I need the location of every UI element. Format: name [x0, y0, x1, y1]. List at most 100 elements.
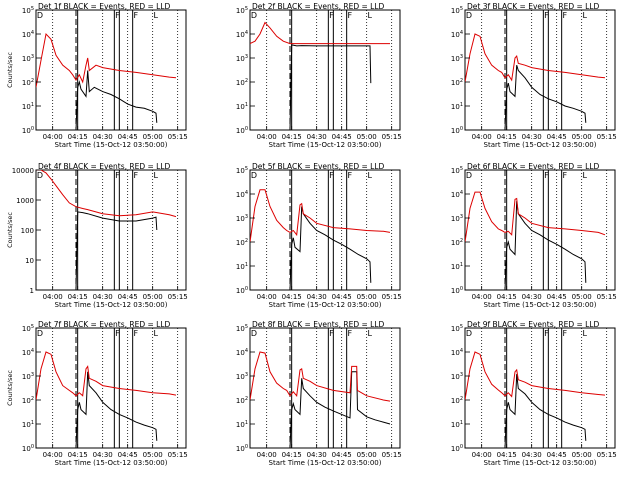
- y-tick-label: 100: [22, 126, 34, 135]
- series-lld: [36, 351, 177, 401]
- y-tick-label: 105: [451, 324, 463, 333]
- y-axis-label: Counts/sec: [6, 52, 14, 88]
- x-tick-label: 04:45: [118, 133, 138, 141]
- y-tick-label: 105: [22, 324, 34, 333]
- x-tick-label: 05:00: [143, 293, 163, 301]
- y-tick-label: 104: [22, 30, 34, 39]
- x-tick-label: 04:15: [282, 451, 302, 459]
- y-tick-label: 102: [451, 238, 463, 247]
- x-tick-label: 04:00: [472, 451, 492, 459]
- series-lld: [36, 170, 177, 218]
- y-tick-label: 104: [236, 190, 248, 199]
- y-tick-label: 103: [236, 54, 248, 63]
- y-tick-label: 10000: [12, 167, 34, 175]
- x-tick-label: 04:00: [257, 451, 277, 459]
- y-tick-label: 102: [451, 396, 463, 405]
- x-tick-label: 05:00: [143, 133, 163, 141]
- y-tick-label: 105: [451, 166, 463, 175]
- plot-frame: [464, 327, 616, 449]
- panel-title: Det 9f BLACK = Events, RED = LLD: [467, 320, 600, 329]
- y-tick-label: 100: [22, 444, 34, 453]
- y-tick-label: 103: [451, 54, 463, 63]
- y-tick-label: 101: [236, 102, 248, 111]
- plot-frame: [249, 327, 401, 449]
- y-tick-label: 103: [236, 214, 248, 223]
- x-axis-label: Start Time (15-Oct-12 03:50:00): [269, 301, 382, 309]
- corner-mark: D: [251, 329, 257, 338]
- y-tick-label: 100: [451, 444, 463, 453]
- corner-mark: F: [544, 329, 549, 338]
- x-tick-label: 05:15: [382, 293, 402, 301]
- y-tick-label: 100: [451, 126, 463, 135]
- x-tick-label: 04:15: [68, 451, 88, 459]
- y-tick-label: 100: [236, 126, 248, 135]
- series-events: [75, 211, 158, 290]
- series-lld: [250, 189, 391, 243]
- corner-mark: F: [115, 171, 120, 180]
- y-tick-label: 102: [236, 396, 248, 405]
- x-tick-label: 04:30: [307, 451, 327, 459]
- x-tick-label: 04:30: [307, 293, 327, 301]
- corner-mark: F: [115, 329, 120, 338]
- y-tick-label: 103: [236, 372, 248, 381]
- x-tick-label: 04:45: [332, 133, 352, 141]
- y-tick-label: 103: [451, 372, 463, 381]
- x-axis-label: Start Time (15-Oct-12 03:50:00): [55, 301, 168, 309]
- y-tick-label: 102: [236, 78, 248, 87]
- corner-mark: D: [37, 329, 43, 338]
- x-tick-label: 04:00: [257, 133, 277, 141]
- plot-frame: [35, 9, 187, 131]
- panel-title: Det 7f BLACK = Events, RED = LLD: [38, 320, 171, 329]
- y-tick-label: 104: [451, 190, 463, 199]
- corner-mark: D: [466, 171, 472, 180]
- y-tick-label: 100: [236, 286, 248, 295]
- x-tick-label: 05:15: [168, 293, 188, 301]
- x-tick-label: 05:00: [143, 451, 163, 459]
- x-tick-label: 04:45: [118, 451, 138, 459]
- x-tick-label: 04:00: [257, 293, 277, 301]
- corner-mark: F: [329, 329, 334, 338]
- panel-title: Det 4f BLACK = Events, RED = LLD: [38, 162, 171, 171]
- y-tick-label: 100: [451, 286, 463, 295]
- y-axis-label: Counts/sec: [6, 212, 14, 248]
- plot-frame: [35, 169, 187, 291]
- x-tick-label: 04:15: [497, 293, 517, 301]
- x-tick-label: 04:00: [472, 293, 492, 301]
- series-lld: [465, 191, 606, 243]
- plot-frame: [464, 169, 616, 291]
- plot-frame: [464, 9, 616, 131]
- corner-mark: D: [466, 329, 472, 338]
- y-tick-label: 102: [236, 238, 248, 247]
- x-tick-label: 04:00: [43, 451, 63, 459]
- x-tick-label: 04:30: [93, 451, 113, 459]
- panel-title: Det 1f BLACK = Events, RED = LLD: [38, 2, 171, 11]
- panel-title: Det 8f BLACK = Events, RED = LLD: [252, 320, 385, 329]
- x-tick-label: 05:00: [357, 133, 377, 141]
- corner-mark: F: [348, 171, 353, 180]
- y-tick-label: 1000: [16, 197, 34, 205]
- series-events: [504, 374, 587, 448]
- x-tick-label: 05:00: [572, 293, 592, 301]
- corner-mark: F: [134, 171, 139, 180]
- y-tick-label: 1: [30, 287, 34, 295]
- corner-mark: L: [154, 11, 159, 20]
- x-tick-label: 04:45: [118, 293, 138, 301]
- panel-title: Det 5f BLACK = Events, RED = LLD: [252, 162, 385, 171]
- corner-mark: F: [544, 171, 549, 180]
- x-tick-label: 04:15: [497, 451, 517, 459]
- x-tick-label: 05:00: [357, 451, 377, 459]
- series-events: [75, 70, 158, 130]
- x-tick-label: 04:00: [43, 293, 63, 301]
- x-tick-label: 05:00: [357, 293, 377, 301]
- corner-mark: D: [37, 171, 43, 180]
- x-tick-label: 04:30: [522, 293, 542, 301]
- x-tick-label: 05:15: [382, 133, 402, 141]
- series-events: [289, 44, 372, 130]
- corner-mark: F: [544, 11, 549, 20]
- y-tick-label: 105: [451, 6, 463, 15]
- y-tick-label: 100: [21, 227, 34, 235]
- panel-title: Det 6f BLACK = Events, RED = LLD: [467, 162, 600, 171]
